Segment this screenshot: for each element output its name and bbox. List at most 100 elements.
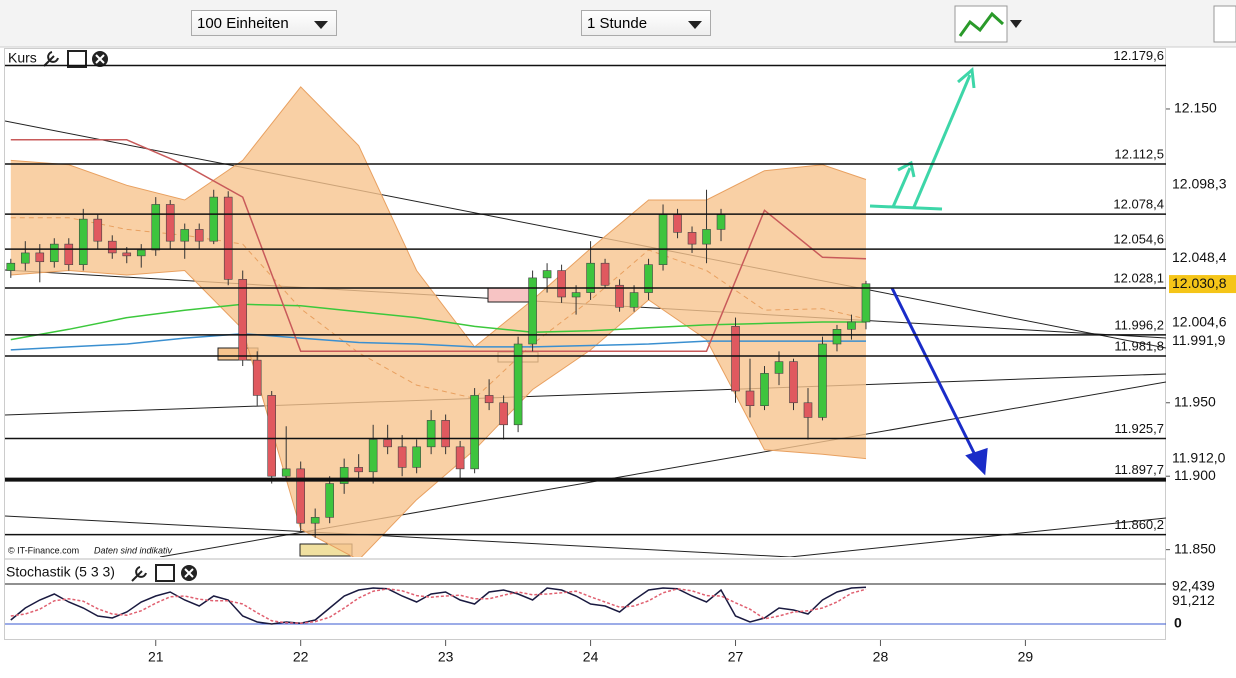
y-tick-label: 11.950: [1174, 393, 1216, 409]
candle-body: [310, 517, 320, 524]
candle-body: [687, 232, 697, 245]
candle-body: [644, 264, 653, 293]
candle-body: [252, 359, 262, 396]
level-label: 11.925,7: [1114, 421, 1164, 436]
candle-body: [513, 343, 523, 426]
candle-body: [122, 252, 132, 257]
candle-body: [658, 214, 668, 265]
candle-body: [20, 252, 30, 264]
y-tick-label: 11.850: [1174, 540, 1216, 556]
candle-body: [368, 439, 378, 473]
plot-area: [5, 583, 1166, 625]
value-marker-label: 91,212: [1172, 592, 1215, 608]
y-tick-label: 12.150: [1174, 100, 1217, 116]
candle-body: [209, 196, 219, 242]
level-label: 12.112,5: [1114, 146, 1164, 161]
candle-body: [586, 262, 595, 293]
candle-body: [803, 402, 813, 418]
level-label: 12.078,4: [1113, 197, 1164, 212]
candle-body: [571, 292, 581, 298]
candle-body: [238, 279, 248, 361]
candle-body: [542, 270, 552, 279]
y-tick-label: 0: [1174, 615, 1182, 631]
candle-body: [760, 373, 769, 406]
stochastic-line: [10, 588, 867, 624]
candle-body: [281, 468, 291, 477]
price-marker-label: 12.030,8: [1172, 275, 1227, 291]
candle-body: [702, 229, 711, 245]
panel-icons[interactable]: [131, 564, 197, 582]
candle-body: [136, 249, 146, 257]
candle-body: [267, 395, 276, 477]
candle-body: [296, 468, 305, 524]
level-label: 12.054,6: [1113, 232, 1164, 247]
candle-body: [194, 229, 204, 242]
band-upper: [10, 86, 867, 348]
candle-body: [455, 446, 465, 470]
candle-body: [354, 467, 363, 473]
level-label: 11.981,8: [1114, 338, 1164, 353]
candle-body: [673, 214, 682, 233]
candle-body: [49, 243, 59, 263]
chart-type-icon[interactable]: [954, 5, 1022, 43]
price-marker: [1169, 275, 1236, 294]
candle-body: [731, 326, 740, 392]
level-label: 12.028,1: [1113, 270, 1164, 285]
value-marker-label: 92,439: [1172, 578, 1215, 594]
candle-body: [180, 229, 190, 242]
price-marker-label: 12.048,4: [1172, 249, 1227, 265]
price-marker: [1169, 249, 1236, 268]
candle-body: [441, 420, 450, 448]
level-label: 11.897,7: [1114, 462, 1164, 477]
stochastic-line: [10, 586, 867, 625]
x-tick-label: 29: [1018, 649, 1034, 665]
x-tick-label: 21: [148, 649, 164, 665]
candle-body: [861, 283, 871, 323]
price-marker-label: 11.912,0: [1172, 449, 1226, 465]
price-marker: [1169, 313, 1236, 332]
candle-body: [151, 204, 161, 251]
arrows: [869, 67, 988, 476]
units-select[interactable]: 100 Einheiten: [191, 10, 337, 36]
candle-body: [325, 483, 334, 518]
candle-body: [223, 196, 233, 280]
candle-body: [615, 284, 624, 308]
disclaimer: Daten sind indikativ: [94, 545, 173, 555]
price-marker-label: 12.098,3: [1172, 176, 1227, 192]
candle-body: [528, 277, 537, 345]
candle-body: [818, 343, 827, 418]
candle-body: [774, 361, 784, 374]
candle-body: [716, 214, 726, 230]
candle-body: [339, 467, 349, 484]
candle-body: [397, 446, 407, 468]
candle-body: [383, 439, 392, 448]
value-marker: [1169, 580, 1236, 595]
interval-select[interactable]: 1 Stunde: [581, 10, 711, 36]
candle-body: [484, 395, 494, 404]
price-marker-label: 11.991,9: [1172, 332, 1226, 348]
indicator-line: [10, 139, 867, 353]
candle-body: [412, 446, 421, 468]
price-marker: [1169, 449, 1236, 468]
x-tick-label: 23: [438, 649, 454, 665]
candle-body: [35, 252, 45, 263]
candle-body: [499, 402, 508, 426]
interval-value: 1 Stunde: [587, 15, 648, 32]
candle-body: [470, 395, 479, 470]
y-tick-label: 11.900: [1174, 467, 1216, 483]
candle-body: [93, 218, 103, 242]
panel-title: Kurs: [8, 50, 37, 66]
candle-body: [107, 240, 117, 254]
panel-border: [4, 48, 1166, 640]
x-tick-label: 28: [873, 649, 889, 665]
panel-icons[interactable]: [43, 50, 108, 68]
scroll-button[interactable]: [1213, 5, 1236, 43]
value-marker: [1169, 594, 1236, 609]
price-marker: [1169, 175, 1236, 194]
candle-body: [789, 361, 798, 404]
candle-body: [745, 390, 755, 406]
candle-body: [426, 420, 436, 448]
price-marker-label: 12.004,6: [1172, 313, 1227, 329]
